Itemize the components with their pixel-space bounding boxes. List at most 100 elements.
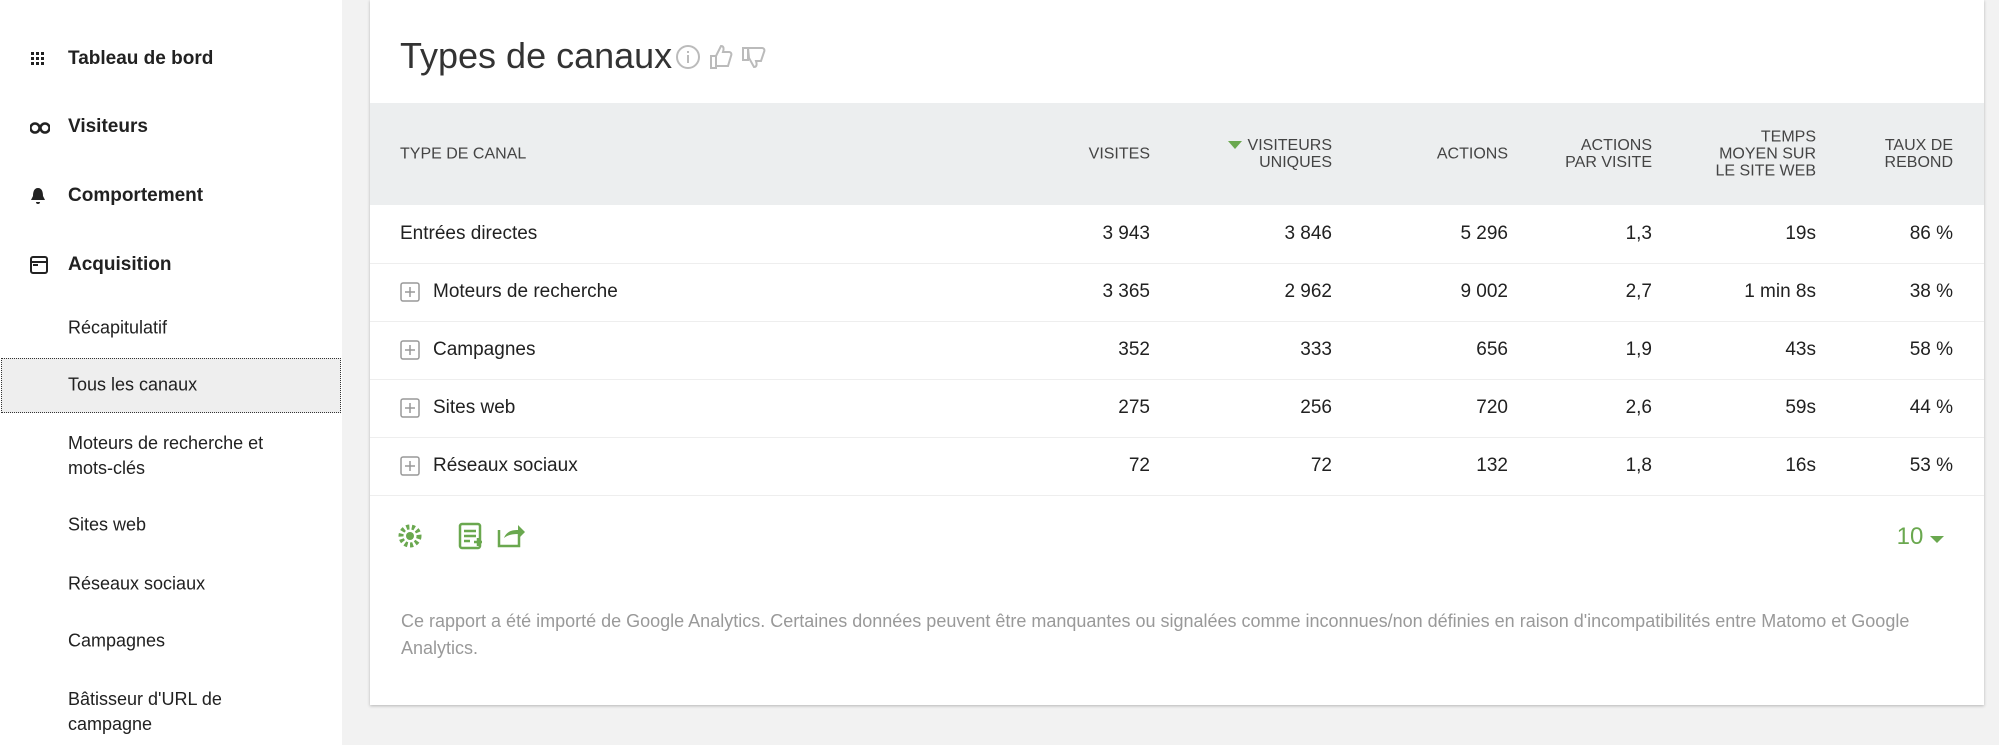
report-title: Types de canaux: [400, 35, 673, 76]
cell-value: 256: [1300, 397, 1332, 418]
nav-section[interactable]: Acquisition: [68, 254, 172, 275]
cell-value: 3 943: [1102, 223, 1150, 244]
row-label: Sites web: [433, 397, 516, 418]
table-row[interactable]: Moteurs de recherche 3 365 2 962 9 002 2,7 1 …: [370, 263, 1984, 322]
column-header-line[interactable]: ACTIONS: [1437, 146, 1508, 163]
nav-item[interactable]: Récapitulatif: [68, 317, 168, 338]
cell-value: 72: [1310, 455, 1332, 476]
column-header-line[interactable]: PAR VISITE: [1565, 154, 1652, 171]
row-label: Moteurs de recherche: [433, 281, 618, 302]
column-header-text: UNIQUES: [1259, 154, 1332, 171]
cell-value: 2,6: [1625, 397, 1652, 418]
column-header[interactable]: VISITEURS UNIQUES: [1227, 137, 1332, 171]
row-label: Campagnes: [433, 339, 536, 360]
cell-value: 38 %: [1909, 281, 1953, 302]
icon-acquisition: [30, 256, 48, 274]
row-label-cell: Réseaux sociaux: [400, 455, 578, 477]
nav-item[interactable]: Sites web: [68, 514, 147, 535]
row-label-cell: Entrées directes: [400, 223, 537, 245]
column-header[interactable]: TYPE DE CANAL: [400, 146, 526, 163]
column-header-text: PAR VISITE: [1565, 154, 1652, 171]
sort-indicator: [1227, 141, 1242, 149]
sidebar: Tableau de bord Visiteurs Comportement Acqu…: [0, 0, 342, 745]
cell-value: 5 296: [1460, 223, 1508, 244]
column-header[interactable]: TEMPS MOYEN SUR LE SITE WEB: [1716, 129, 1816, 180]
cell-value: 19s: [1785, 223, 1816, 244]
column-header-text: LE SITE WEB: [1715, 162, 1816, 180]
cell-value: 1,9: [1625, 339, 1652, 360]
column-header-line[interactable]: TYPE DE CANAL: [400, 146, 526, 163]
nav-item-selected[interactable]: Tous les canaux: [68, 374, 198, 395]
cell-value: 58 %: [1909, 339, 1953, 360]
column-header-line[interactable]: VISITES: [1089, 146, 1150, 163]
column-header-text: TAUX DE: [1884, 137, 1953, 154]
column-header-line[interactable]: LE SITE WEB: [1716, 163, 1816, 180]
cell-value: 3 846: [1284, 223, 1332, 244]
column-header-text: VISITEURS: [1247, 137, 1332, 154]
nav-section[interactable]: Comportement: [68, 185, 204, 206]
cell-value: 2,7: [1625, 281, 1652, 302]
table-row[interactable]: Réseaux sociaux 72 72 132 1,8 16s 53 %: [370, 437, 1984, 496]
cell-value: 59s: [1785, 397, 1816, 418]
icon-visitors: [30, 122, 50, 134]
expand-icon[interactable]: [400, 456, 420, 476]
nav-section[interactable]: Visiteurs: [68, 116, 148, 137]
nav-section[interactable]: Tableau de bord: [68, 48, 214, 69]
cell-value: 1,8: [1625, 455, 1652, 476]
column-header[interactable]: ACTIONS: [1437, 146, 1508, 163]
expand-icon[interactable]: [400, 340, 420, 360]
cell-value: 9 002: [1460, 281, 1508, 302]
nav-item[interactable]: Bâtisseur d'URL de campagne: [68, 689, 222, 734]
column-header-text: VISITES: [1088, 145, 1150, 163]
row-label: Réseaux sociaux: [433, 455, 578, 476]
title-icons: [676, 44, 766, 69]
cell-value: 53 %: [1909, 455, 1953, 476]
page-size-value[interactable]: 10: [1896, 523, 1924, 550]
table-header: TYPE DE CANAL VISITES VISITEURS UNIQUES ACTI…: [370, 103, 1984, 205]
row-label-cell: Moteurs de recherche: [400, 281, 618, 303]
nav-item[interactable]: Campagnes: [68, 630, 166, 651]
cell-value: 72: [1128, 455, 1150, 476]
cell-value: 720: [1476, 397, 1508, 418]
report-card: Types de canaux TYPE DE CANAL VISITES VISI…: [370, 0, 1984, 705]
column-header-line[interactable]: TEMPS: [1716, 129, 1816, 146]
cell-value: 3 365: [1102, 281, 1150, 302]
selected-highlight: [1, 358, 341, 413]
column-header-text: MOYEN SUR: [1719, 145, 1816, 163]
cell-value: 333: [1300, 339, 1332, 360]
row-label: Entrées directes: [400, 223, 538, 244]
table-row[interactable]: Sites web 275 256 720 2,6 59s 44 %: [370, 379, 1984, 438]
expand-icon[interactable]: [400, 398, 420, 418]
icon-behaviour: [31, 188, 45, 204]
column-header-line[interactable]: VISITEURS: [1227, 137, 1332, 154]
page-size[interactable]: 10: [1897, 523, 1944, 551]
column-header-text: ACTIONS: [1436, 145, 1508, 163]
column-header-text: TYPE DE CANAL: [400, 145, 527, 163]
nav-item[interactable]: Moteurs de recherche et mots-clés: [68, 433, 264, 478]
table-row[interactable]: Campagnes 352 333 656 1,9 43s 58 %: [370, 321, 1984, 380]
column-header-line[interactable]: MOYEN SUR: [1716, 146, 1816, 163]
column-header-text: REBOND: [1884, 154, 1953, 171]
table-row: Entrées directes 3 943 3 846 5 296 1,3 19s 86 …: [370, 205, 1984, 264]
column-header-text: ACTIONS: [1580, 137, 1652, 154]
column-header[interactable]: VISITES: [1089, 146, 1150, 163]
cell-value: 16s: [1785, 455, 1816, 476]
cell-value: 2 962: [1284, 281, 1332, 302]
column-header[interactable]: ACTIONS PAR VISITE: [1565, 137, 1652, 171]
footer-icons[interactable]: [396, 520, 536, 552]
column-header-line[interactable]: ACTIONS: [1565, 137, 1652, 154]
cell-value: 1 min 8s: [1744, 281, 1816, 302]
nav-item[interactable]: Réseaux sociaux: [68, 573, 206, 594]
cell-value: 1,3: [1625, 223, 1652, 244]
import-note: Ce rapport a été importé de Google Analy…: [401, 611, 1910, 658]
column-header-line[interactable]: TAUX DE: [1885, 137, 1953, 154]
expand-icon[interactable]: [400, 282, 420, 302]
cell-value: 352: [1118, 339, 1150, 360]
column-header-line[interactable]: REBOND: [1885, 154, 1953, 171]
cell-value: 656: [1476, 339, 1508, 360]
column-header-line[interactable]: UNIQUES: [1228, 154, 1332, 171]
row-label-cell: Sites web: [400, 397, 515, 419]
dropdown-caret: [1930, 536, 1944, 543]
column-header[interactable]: TAUX DE REBOND: [1885, 137, 1953, 171]
